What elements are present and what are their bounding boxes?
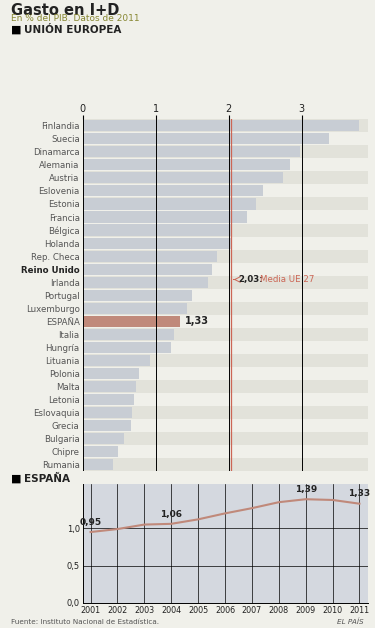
Bar bbox=[82, 212, 247, 222]
Text: 1,33: 1,33 bbox=[348, 489, 370, 499]
Bar bbox=[82, 316, 180, 327]
Bar bbox=[82, 342, 171, 353]
Bar bbox=[82, 394, 134, 405]
Text: 0,95: 0,95 bbox=[80, 518, 102, 527]
Bar bbox=[82, 328, 368, 341]
Bar bbox=[82, 419, 368, 432]
Bar bbox=[82, 121, 359, 131]
Text: En % del PIB. Datos de 2011: En % del PIB. Datos de 2011 bbox=[11, 14, 140, 23]
Bar bbox=[82, 315, 368, 328]
Bar bbox=[82, 210, 368, 224]
Text: UNIÓN EUROPEA: UNIÓN EUROPEA bbox=[24, 25, 122, 35]
Bar bbox=[82, 276, 208, 288]
Text: EL PAÍS: EL PAÍS bbox=[337, 619, 364, 625]
Text: 2,03:: 2,03: bbox=[238, 275, 263, 284]
Bar bbox=[82, 367, 368, 380]
Bar bbox=[82, 276, 368, 289]
Bar bbox=[82, 133, 329, 144]
Bar bbox=[82, 133, 368, 145]
Bar bbox=[82, 237, 232, 249]
Bar bbox=[82, 249, 368, 263]
Bar bbox=[82, 407, 132, 418]
Bar bbox=[82, 158, 368, 171]
Bar bbox=[82, 251, 217, 262]
Bar bbox=[82, 119, 368, 133]
Text: Gasto en I+D: Gasto en I+D bbox=[11, 3, 120, 18]
Bar bbox=[82, 197, 368, 210]
Bar bbox=[82, 185, 368, 197]
Text: ■: ■ bbox=[11, 25, 22, 35]
Text: Media UE 27: Media UE 27 bbox=[260, 275, 315, 284]
Bar bbox=[82, 224, 232, 236]
Text: 1,33: 1,33 bbox=[185, 317, 209, 326]
Text: 1,06: 1,06 bbox=[160, 509, 182, 519]
Bar bbox=[82, 355, 150, 366]
Bar bbox=[82, 433, 124, 444]
Bar bbox=[82, 420, 132, 431]
Bar bbox=[82, 380, 368, 393]
Text: 1,39: 1,39 bbox=[294, 485, 317, 494]
Bar bbox=[82, 224, 368, 237]
Bar bbox=[82, 237, 368, 249]
Bar bbox=[82, 171, 368, 185]
Bar bbox=[82, 354, 368, 367]
Bar bbox=[82, 145, 368, 158]
Text: ESPAÑA: ESPAÑA bbox=[24, 474, 70, 484]
Bar bbox=[82, 198, 256, 210]
Bar bbox=[82, 368, 139, 379]
Bar bbox=[82, 264, 212, 274]
Bar bbox=[82, 381, 136, 392]
Bar bbox=[82, 328, 174, 340]
Bar bbox=[82, 173, 284, 183]
Bar bbox=[82, 446, 118, 457]
Bar bbox=[82, 458, 368, 471]
Bar bbox=[82, 459, 113, 470]
Bar bbox=[82, 303, 187, 314]
Text: Fuente: Instituto Nacional de Estadística.: Fuente: Instituto Nacional de Estadístic… bbox=[11, 619, 159, 625]
Bar bbox=[82, 289, 368, 301]
Bar bbox=[82, 445, 368, 458]
Bar bbox=[82, 393, 368, 406]
Bar bbox=[82, 406, 368, 419]
Bar bbox=[82, 301, 368, 315]
Bar bbox=[82, 432, 368, 445]
Bar bbox=[82, 263, 368, 276]
Bar bbox=[82, 185, 263, 197]
Text: ■: ■ bbox=[11, 474, 22, 484]
Bar bbox=[82, 290, 192, 301]
Bar bbox=[82, 160, 290, 170]
Bar bbox=[82, 341, 368, 354]
Bar bbox=[82, 146, 300, 158]
